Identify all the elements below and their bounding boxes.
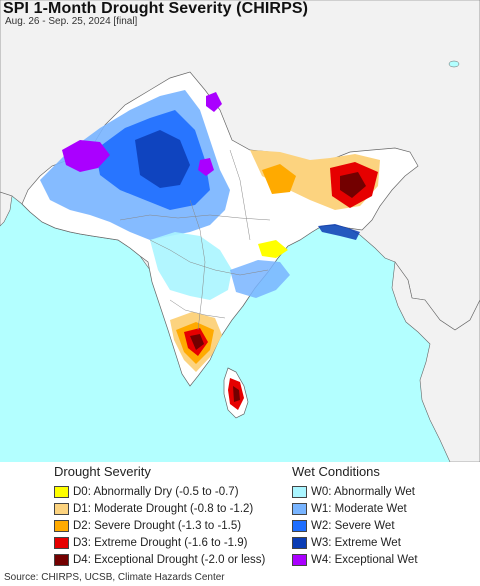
legend-swatch-w2 xyxy=(292,519,307,532)
extreme-wet-core xyxy=(135,130,190,188)
lake xyxy=(448,60,460,68)
legend-item-d3: D3: Extreme Drought (-1.6 to -1.9) xyxy=(54,534,265,551)
wet-region-central xyxy=(150,232,232,300)
drought-central-d0 xyxy=(258,240,288,258)
legend: Drought Severity D0: Abnormally Dry (-0.… xyxy=(0,462,480,570)
legend-label-d4: D4: Exceptional Drought (-2.0 or less) xyxy=(73,553,266,566)
legend-item-d2: D2: Severe Drought (-1.3 to -1.5) xyxy=(54,517,265,534)
legend-swatch-w4 xyxy=(292,553,307,566)
legend-swatch-d4 xyxy=(54,553,69,566)
map-title: SPI 1-Month Drought Severity (CHIRPS) xyxy=(3,0,309,17)
legend-item-w3: W3: Extreme Wet xyxy=(292,534,418,551)
map-canvas xyxy=(0,0,480,462)
legend-label-w2: W2: Severe Wet xyxy=(311,519,395,532)
legend-swatch-d0 xyxy=(54,485,69,498)
drought-northeast-d4 xyxy=(340,172,366,198)
legend-swatch-d1 xyxy=(54,502,69,515)
map-subtitle: Aug. 26 - Sep. 25, 2024 [final] xyxy=(5,16,138,27)
legend-item-d4: D4: Exceptional Drought (-2.0 or less) xyxy=(54,551,265,568)
legend-item-w4: W4: Exceptional Wet xyxy=(292,551,418,568)
legend-item-d0: D0: Abnormally Dry (-0.5 to -0.7) xyxy=(54,483,265,500)
legend-swatch-w1 xyxy=(292,502,307,515)
legend-label-d1: D1: Moderate Drought (-0.8 to -1.2) xyxy=(73,502,254,515)
legend-drought-title: Drought Severity xyxy=(54,464,151,479)
internal-borders xyxy=(119,149,271,331)
arabia-coast xyxy=(0,191,13,227)
legend-wet-column: Wet Conditions W0: Abnormally Wet W1: Mo… xyxy=(292,464,418,568)
legend-label-d2: D2: Severe Drought (-1.3 to -1.5) xyxy=(73,519,242,532)
legend-wet-title: Wet Conditions xyxy=(292,464,380,479)
legend-label-w1: W1: Moderate Wet xyxy=(311,502,407,515)
legend-item-w1: W1: Moderate Wet xyxy=(292,500,418,517)
legend-swatch-d3 xyxy=(54,536,69,549)
drought-srilanka-core xyxy=(233,386,240,402)
wet-region-bengal-coast xyxy=(318,224,360,240)
source-credit: Source: CHIRPS, UCSB, Climate Hazards Ce… xyxy=(4,572,225,583)
map-svg xyxy=(0,0,480,462)
legend-label-w4: W4: Exceptional Wet xyxy=(311,553,418,566)
drought-south-d4 xyxy=(190,334,204,350)
legend-drought-column: Drought Severity D0: Abnormally Dry (-0.… xyxy=(54,464,265,568)
exceptional-wet-pakistan xyxy=(62,140,110,172)
exceptional-wet-small xyxy=(198,158,214,176)
moderate-wet-east xyxy=(230,260,290,298)
legend-item-w0: W0: Abnormally Wet xyxy=(292,483,418,500)
southeast-asia xyxy=(391,261,480,462)
legend-label-d3: D3: Extreme Drought (-1.6 to -1.9) xyxy=(73,536,248,549)
legend-label-d0: D0: Abnormally Dry (-0.5 to -0.7) xyxy=(73,485,239,498)
exceptional-wet-north xyxy=(206,92,222,112)
legend-swatch-w0 xyxy=(292,485,307,498)
legend-label-w0: W0: Abnormally Wet xyxy=(311,485,415,498)
legend-swatch-d2 xyxy=(54,519,69,532)
legend-item-d1: D1: Moderate Drought (-0.8 to -1.2) xyxy=(54,500,265,517)
legend-label-w3: W3: Extreme Wet xyxy=(311,536,401,549)
drought-northeast-d2 xyxy=(262,164,296,194)
legend-item-w2: W2: Severe Wet xyxy=(292,517,418,534)
legend-swatch-w3 xyxy=(292,536,307,549)
